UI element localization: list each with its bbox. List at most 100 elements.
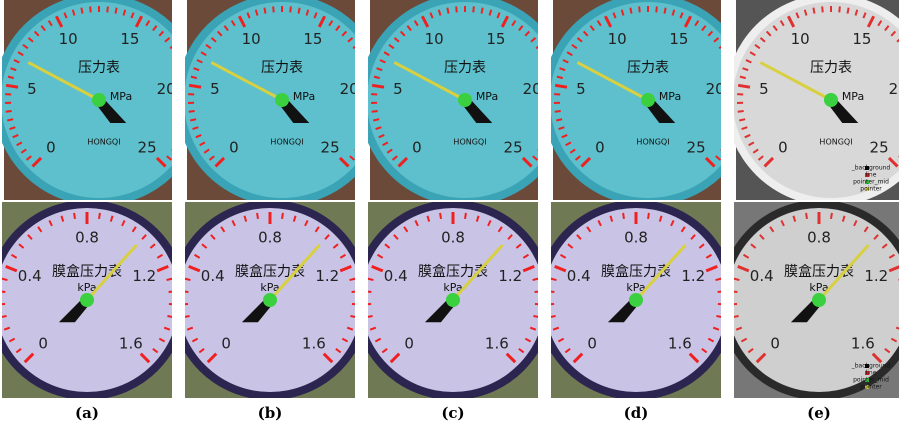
scale-tick xyxy=(831,213,832,219)
scale-tick xyxy=(718,291,724,292)
gauge-unit: MPa xyxy=(476,90,498,103)
scale-tick xyxy=(664,8,665,14)
scale-label: 0 xyxy=(38,334,48,352)
scale-label: 1.2 xyxy=(132,267,156,285)
scale-tick xyxy=(372,111,378,112)
scale-tick xyxy=(447,8,448,14)
scale-tick xyxy=(115,8,116,14)
scale-tick xyxy=(533,279,539,280)
scale-label: 5 xyxy=(210,80,220,98)
pointer-mid xyxy=(275,93,289,107)
scale-tick xyxy=(734,279,740,280)
scale-label: 0 xyxy=(412,139,422,157)
scale-tick xyxy=(169,291,175,292)
pointer-mid xyxy=(629,293,643,307)
scale-label: 0 xyxy=(770,334,780,352)
scale-label: 1.2 xyxy=(681,267,705,285)
scale-tick xyxy=(99,213,100,219)
scale-tick xyxy=(373,119,379,120)
scale-label: 20 xyxy=(523,80,542,98)
scale-label: 20 xyxy=(157,80,176,98)
scale-tick xyxy=(6,85,18,87)
scale-tick xyxy=(1,316,7,317)
scale-label: 0 xyxy=(229,139,239,157)
scale-tick xyxy=(0,291,5,292)
gauge-title: 压力表 xyxy=(78,60,120,76)
scale-tick xyxy=(556,119,562,120)
scale-tick xyxy=(7,119,13,120)
scale-tick xyxy=(368,279,374,280)
scale-label: 5 xyxy=(759,80,769,98)
scale-label: 0.8 xyxy=(75,229,99,247)
scale-tick xyxy=(350,279,356,280)
scale-label: 0 xyxy=(404,334,414,352)
caption: (b) xyxy=(258,404,283,422)
pointer-mid xyxy=(80,293,94,307)
legend-label: pointer_mid xyxy=(853,377,889,384)
caption: (a) xyxy=(75,404,99,422)
scale-tick xyxy=(362,60,367,63)
scale-tick xyxy=(733,316,739,317)
scale-tick xyxy=(533,316,539,317)
scale-tick xyxy=(551,279,557,280)
scale-tick xyxy=(365,291,371,292)
scale-tick xyxy=(167,279,173,280)
scale-tick xyxy=(546,135,552,137)
caption: (c) xyxy=(441,404,464,422)
panel: 00.40.81.21.6膜盒压力表kPa_backgroundlinepoin… xyxy=(719,190,901,410)
gauge-unit: MPa xyxy=(842,90,864,103)
caption: (e) xyxy=(807,404,831,422)
scale-label: 10 xyxy=(59,30,78,48)
scale-label: 0 xyxy=(587,334,597,352)
legend-label: line xyxy=(866,172,877,179)
scale-label: 15 xyxy=(120,30,139,48)
scale-tick xyxy=(190,119,196,120)
scale-label: 20 xyxy=(706,80,725,98)
scale-tick xyxy=(189,85,201,87)
scale-tick xyxy=(738,111,744,112)
legend-label: pointer_mid xyxy=(853,179,889,186)
scale-tick xyxy=(481,8,482,14)
scale-tick xyxy=(465,213,466,219)
scale-label: 25 xyxy=(138,139,157,157)
scale-tick xyxy=(739,119,745,120)
gauge-title: 压力表 xyxy=(261,60,303,76)
scale-label: 1.2 xyxy=(498,267,522,285)
pointer-mid xyxy=(446,293,460,307)
scale-label: 25 xyxy=(870,139,889,157)
scale-tick xyxy=(731,291,737,292)
scale-tick xyxy=(728,60,733,63)
scale-tick xyxy=(542,142,547,145)
scale-label: 15 xyxy=(486,30,505,48)
scale-tick xyxy=(189,111,195,112)
pointer-mid xyxy=(812,293,826,307)
scale-label: 20 xyxy=(889,80,901,98)
legend-label: pointer xyxy=(860,384,882,391)
scale-tick xyxy=(548,291,554,292)
scale-tick xyxy=(541,52,546,55)
pointer-mid xyxy=(641,93,655,107)
scale-label: 1.6 xyxy=(119,334,143,352)
scale-label: 0.8 xyxy=(258,229,282,247)
scale-label: 0.4 xyxy=(201,267,225,285)
scale-label: 25 xyxy=(504,139,523,157)
scale-tick xyxy=(813,8,814,14)
scale-tick xyxy=(182,291,188,292)
gauge-brand: HONGQI xyxy=(270,138,303,147)
gauge-unit: MPa xyxy=(659,90,681,103)
scale-tick xyxy=(6,111,12,112)
scale-label: 1.6 xyxy=(668,334,692,352)
scale-label: 1.6 xyxy=(302,334,326,352)
scale-tick xyxy=(359,142,364,145)
scale-label: 10 xyxy=(791,30,810,48)
scale-label: 0.8 xyxy=(441,229,465,247)
scale-tick xyxy=(185,279,191,280)
scale-label: 0.4 xyxy=(750,267,774,285)
scale-tick xyxy=(372,85,384,87)
scale-label: 1.2 xyxy=(864,267,888,285)
scale-label: 1.6 xyxy=(851,334,875,352)
pointer-mid xyxy=(458,93,472,107)
scale-tick xyxy=(555,85,567,87)
gauge-brand: HONGQI xyxy=(87,138,120,147)
